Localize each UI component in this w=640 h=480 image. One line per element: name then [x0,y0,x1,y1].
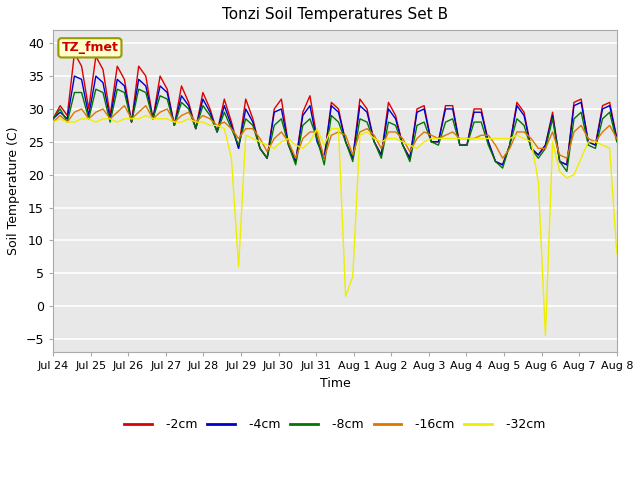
Text: TZ_fmet: TZ_fmet [61,41,118,54]
Y-axis label: Soil Temperature (C): Soil Temperature (C) [7,127,20,255]
X-axis label: Time: Time [319,377,350,390]
Title: Tonzi Soil Temperatures Set B: Tonzi Soil Temperatures Set B [222,7,448,22]
Legend:  -2cm,  -4cm,  -8cm,  -16cm,  -32cm: -2cm, -4cm, -8cm, -16cm, -32cm [120,413,550,436]
